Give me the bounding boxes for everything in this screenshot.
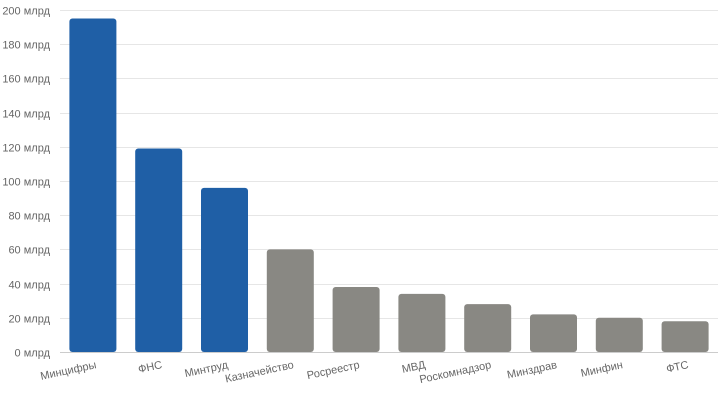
bar-6 <box>398 293 446 352</box>
x-category-label: Роскомнадзор <box>419 359 493 386</box>
x-category-label: Минтруд <box>184 359 230 380</box>
y-tick-label: 40 млрд <box>8 280 50 292</box>
y-tick-label: 200 млрд <box>2 6 50 18</box>
y-tick-label: 180 млрд <box>2 40 50 52</box>
y-tick-label: 160 млрд <box>2 74 50 86</box>
y-tick-label: 100 млрд <box>2 177 50 189</box>
x-category-label: Казначейство <box>224 359 295 385</box>
bar-2 <box>135 148 183 352</box>
bar-4 <box>266 249 314 352</box>
y-tick-label: 80 млрд <box>8 211 50 223</box>
x-category-label: МВД <box>401 359 427 376</box>
bar-9 <box>595 317 643 352</box>
y-axis-tick-labels: 0 млрд 20 млрд 40 млрд 60 млрд 80 млрд 100 мл… <box>2 6 50 360</box>
y-tick-label: 20 млрд <box>8 314 50 326</box>
y-tick-label: 0 млрд <box>15 348 51 360</box>
bars <box>69 18 709 353</box>
x-category-label: Минфин <box>580 359 624 380</box>
bar-8 <box>530 314 577 352</box>
y-tick-label: 120 млрд <box>2 143 50 155</box>
y-tick-label: 140 млрд <box>2 109 50 121</box>
x-category-label: Росреестр <box>306 359 361 382</box>
bar-1 <box>69 18 117 353</box>
bar-3 <box>201 187 248 352</box>
y-tick-label: 60 млрд <box>8 245 50 257</box>
bar-5 <box>332 287 380 352</box>
x-category-label: Минздрав <box>506 359 558 381</box>
x-category-label: ФТС <box>665 359 689 375</box>
x-category-label: ФНС <box>137 359 163 376</box>
bar-10 <box>661 321 709 352</box>
bar-7 <box>464 304 512 352</box>
x-category-label: Минцифры <box>39 359 97 383</box>
